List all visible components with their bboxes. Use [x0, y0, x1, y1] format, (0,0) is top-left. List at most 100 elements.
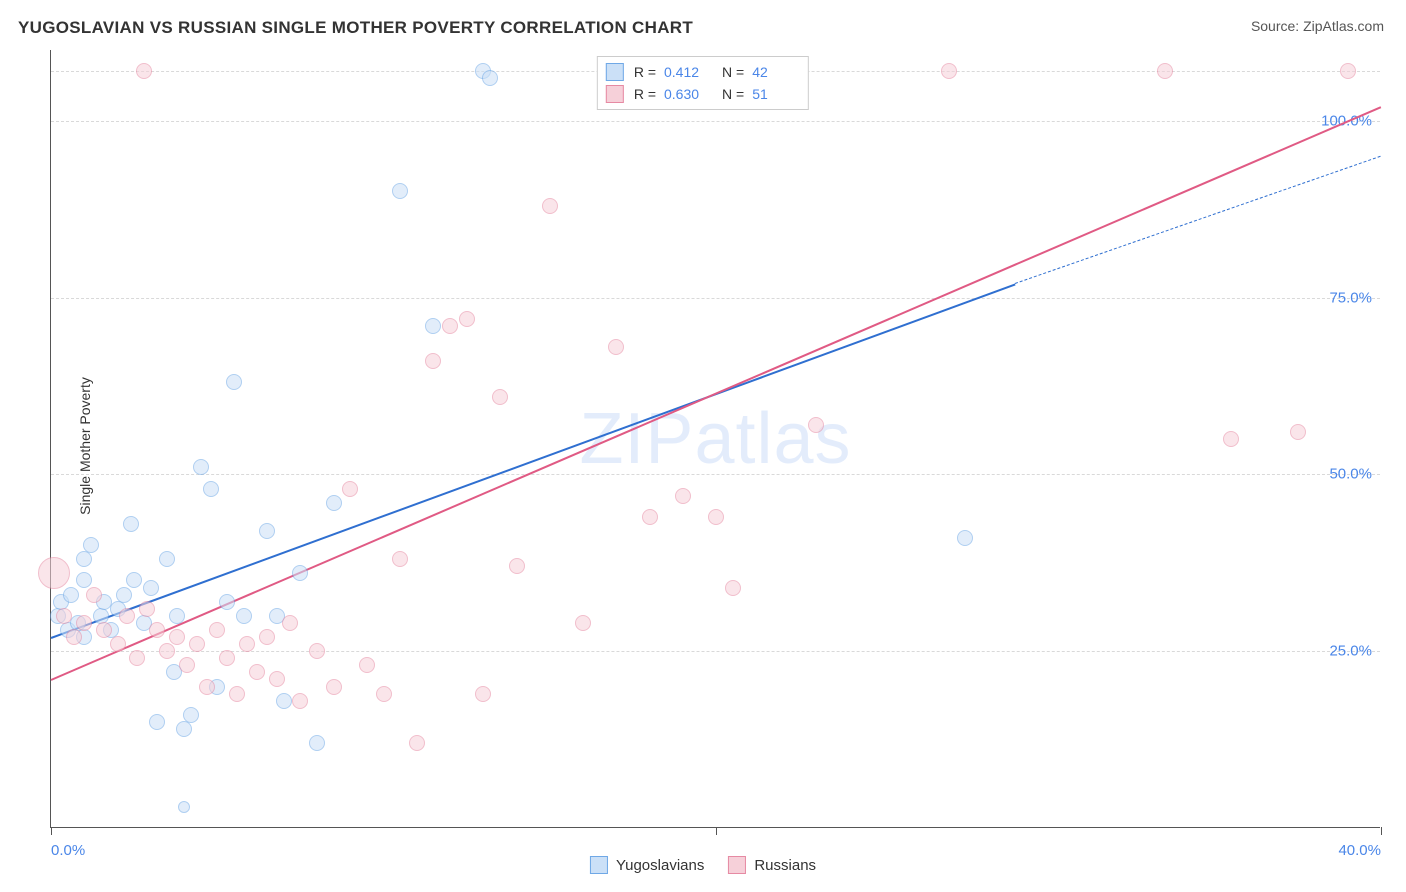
y-tick-label: 75.0%: [1329, 289, 1372, 306]
n-value-yugoslavians: 42: [752, 64, 800, 80]
data-point: [76, 551, 92, 567]
legend-item-russians: Russians: [728, 856, 816, 874]
x-tick: [51, 827, 52, 835]
data-point: [326, 495, 342, 511]
gridline: [51, 298, 1380, 299]
x-tick: [716, 827, 717, 835]
y-tick-label: 25.0%: [1329, 643, 1372, 660]
data-point: [169, 629, 185, 645]
data-point: [475, 686, 491, 702]
data-point: [136, 63, 152, 79]
trend-line: [51, 107, 1382, 682]
data-point: [1223, 431, 1239, 447]
data-point: [149, 622, 165, 638]
data-point: [179, 657, 195, 673]
data-point: [189, 636, 205, 652]
n-value-russians: 51: [752, 86, 800, 102]
data-point: [83, 537, 99, 553]
data-point: [86, 587, 102, 603]
data-point: [425, 353, 441, 369]
data-point: [119, 608, 135, 624]
data-point: [76, 572, 92, 588]
data-point: [178, 801, 190, 813]
legend-label: Russians: [754, 857, 816, 874]
swatch-russians: [606, 85, 624, 103]
data-point: [66, 629, 82, 645]
data-point: [63, 587, 79, 603]
data-point: [159, 551, 175, 567]
legend-label: Yugoslavians: [616, 857, 704, 874]
data-point: [725, 580, 741, 596]
n-label: N =: [722, 64, 744, 80]
data-point: [159, 643, 175, 659]
data-point: [575, 615, 591, 631]
data-point: [542, 198, 558, 214]
data-point: [309, 643, 325, 659]
data-point: [941, 63, 957, 79]
data-point: [259, 523, 275, 539]
data-point: [392, 551, 408, 567]
data-point: [642, 509, 658, 525]
data-point: [269, 671, 285, 687]
x-tick: [1381, 827, 1382, 835]
data-point: [392, 183, 408, 199]
data-point: [342, 481, 358, 497]
trend-line: [1015, 156, 1381, 284]
data-point: [209, 622, 225, 638]
r-label: R =: [634, 64, 656, 80]
stats-row-russians: R = 0.630 N = 51: [606, 83, 800, 105]
data-point: [143, 580, 159, 596]
swatch-yugoslavians: [606, 63, 624, 81]
data-point: [126, 572, 142, 588]
data-point: [139, 601, 155, 617]
legend-item-yugoslavians: Yugoslavians: [590, 856, 704, 874]
data-point: [38, 557, 70, 589]
data-point: [199, 679, 215, 695]
gridline: [51, 474, 1380, 475]
data-point: [675, 488, 691, 504]
data-point: [276, 693, 292, 709]
data-point: [193, 459, 209, 475]
data-point: [259, 629, 275, 645]
data-point: [183, 707, 199, 723]
data-point: [376, 686, 392, 702]
gridline: [51, 121, 1380, 122]
data-point: [176, 721, 192, 737]
data-point: [1290, 424, 1306, 440]
plot-area: ZIPatlas 25.0%50.0%75.0%100.0%0.0%40.0%: [50, 50, 1380, 828]
data-point: [808, 417, 824, 433]
data-point: [110, 636, 126, 652]
data-point: [129, 650, 145, 666]
data-point: [309, 735, 325, 751]
data-point: [123, 516, 139, 532]
data-point: [292, 693, 308, 709]
data-point: [239, 636, 255, 652]
x-tick-label: 0.0%: [51, 842, 85, 859]
data-point: [203, 481, 219, 497]
data-point: [608, 339, 624, 355]
swatch-yugoslavians: [590, 856, 608, 874]
data-point: [1340, 63, 1356, 79]
bottom-legend: Yugoslavians Russians: [590, 856, 816, 874]
data-point: [219, 650, 235, 666]
data-point: [76, 615, 92, 631]
data-point: [1157, 63, 1173, 79]
data-point: [236, 608, 252, 624]
n-label: N =: [722, 86, 744, 102]
data-point: [249, 664, 265, 680]
data-point: [169, 608, 185, 624]
data-point: [509, 558, 525, 574]
data-point: [326, 679, 342, 695]
data-point: [149, 714, 165, 730]
r-value-russians: 0.630: [664, 86, 712, 102]
stats-legend: R = 0.412 N = 42 R = 0.630 N = 51: [597, 56, 809, 110]
data-point: [708, 509, 724, 525]
data-point: [492, 389, 508, 405]
data-point: [409, 735, 425, 751]
data-point: [226, 374, 242, 390]
x-tick-label: 40.0%: [1338, 842, 1381, 859]
data-point: [442, 318, 458, 334]
data-point: [359, 657, 375, 673]
r-value-yugoslavians: 0.412: [664, 64, 712, 80]
r-label: R =: [634, 86, 656, 102]
